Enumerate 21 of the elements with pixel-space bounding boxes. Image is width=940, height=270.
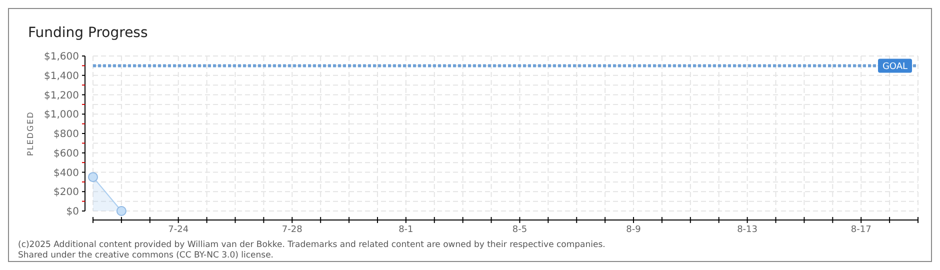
y-tick-label: $1,400: [44, 70, 79, 82]
x-tick-label: 7-28: [282, 225, 303, 235]
chart-title: Funding Progress: [28, 25, 148, 41]
y-tick-label: $1,000: [44, 110, 79, 121]
y-tick-label: $1,200: [44, 90, 79, 102]
y-tick-label: $200: [54, 187, 79, 198]
y-tick-label: $0: [66, 206, 79, 218]
y-axis-title: PLEDGED: [26, 111, 35, 156]
y-tick-label: $800: [54, 129, 79, 140]
x-tick-label: 8-13: [737, 225, 758, 235]
x-tick-label: 8-5: [512, 225, 528, 235]
y-tick-label: $1,600: [44, 52, 79, 62]
text: (c)2025 Additional content provided by William van der Bokke. Trademarks and related content are owned by their respective companies.: [18, 240, 606, 250]
x-tick-label: 8-1: [398, 225, 414, 235]
y-tick-label: $600: [54, 148, 79, 160]
x-tick-label: 7-24: [168, 225, 189, 235]
y-tick-label: $400: [54, 168, 79, 179]
ref-line-label: GOAL: [882, 62, 908, 72]
text: Shared under the creative commons (CC BY-NC 3.0) license.: [18, 250, 274, 260]
x-tick-label: 8-9: [626, 225, 642, 235]
x-tick-label: 8-17: [850, 225, 872, 235]
